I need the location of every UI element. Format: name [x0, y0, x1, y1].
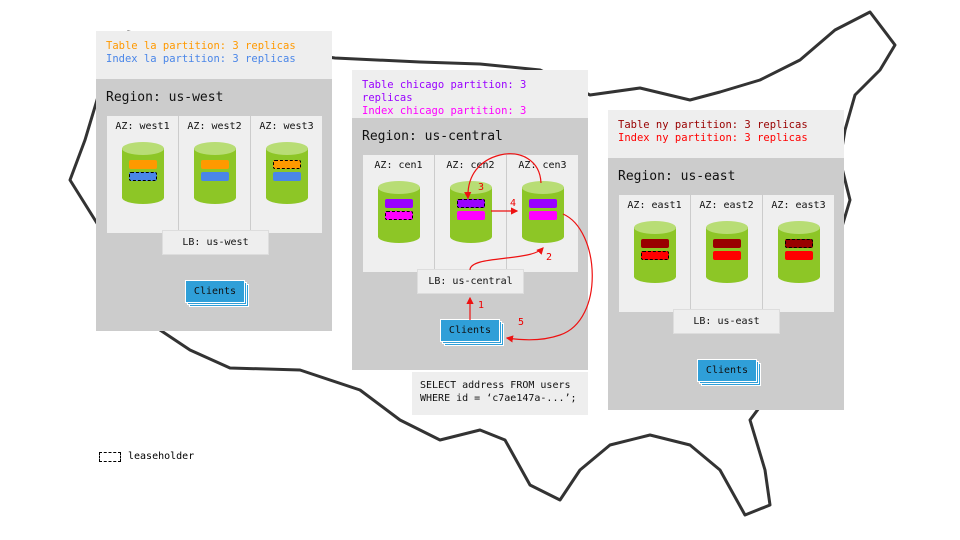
index-replica — [712, 251, 741, 260]
index-replica — [128, 172, 157, 181]
az-cen3: AZ: cen3 — [507, 155, 578, 272]
region-label: Region: us-west — [106, 90, 224, 105]
database-node-icon — [705, 221, 748, 283]
table-replica — [456, 199, 485, 208]
database-node-icon — [777, 221, 820, 283]
lb-label: LB: us-central — [428, 276, 513, 287]
az-west2: AZ: west2 — [179, 116, 251, 233]
az-cen2: AZ: cen2 — [435, 155, 507, 272]
index-replica — [272, 172, 301, 181]
table-partition-text: Table la partition: 3 replicas — [106, 40, 296, 52]
lb-label: LB: us-east — [693, 316, 760, 327]
step-label-2: 2 — [546, 252, 553, 263]
leaseholder-legend-swatch — [99, 452, 121, 462]
index-replica — [784, 251, 813, 260]
az-label: AZ: west3 — [259, 121, 314, 132]
table-partition-text: Table ny partition: 3 replicas — [618, 119, 808, 131]
step-label-3: 3 — [478, 182, 485, 193]
index-replica — [528, 211, 557, 220]
index-replica — [456, 211, 485, 220]
az-east1: AZ: east1 — [619, 195, 691, 312]
leaseholder-legend-label: leaseholder — [128, 451, 195, 462]
database-node-icon — [193, 142, 236, 204]
partition-header-west: Table la partition: 3 replicas Index la … — [96, 31, 332, 79]
index-replica — [200, 172, 229, 181]
table-replica — [528, 199, 557, 208]
table-partition-text: Table chicago partition: 3 replicas — [362, 79, 527, 104]
az-label: AZ: east3 — [771, 200, 826, 211]
step-label-1: 1 — [478, 300, 485, 311]
az-label: AZ: west1 — [115, 121, 170, 132]
sql-query-box: SELECT address FROM users WHERE id = ‘c7… — [412, 372, 588, 415]
clients-stack[interactable]: Clients — [185, 280, 249, 307]
az-west1: AZ: west1 — [107, 116, 179, 233]
database-node-icon — [521, 181, 564, 243]
region-label: Region: us-central — [362, 129, 503, 144]
partition-header-central: Table chicago partition: 3 replicas Inde… — [352, 70, 588, 130]
step-label-4: 4 — [510, 198, 517, 209]
index-partition-text: Index ny partition: 3 replicas — [618, 132, 808, 144]
database-node-icon — [121, 142, 164, 204]
clients-label: Clients — [193, 286, 237, 297]
region-west: Region: us-west AZ: west1 AZ: west2 AZ: … — [96, 79, 332, 331]
region-central: Region: us-central AZ: cen1 AZ: cen2 AZ:… — [352, 118, 588, 370]
database-node-icon — [633, 221, 676, 283]
az-cen1: AZ: cen1 — [363, 155, 435, 272]
lb-label: LB: us-west — [182, 237, 249, 248]
table-replica — [272, 160, 301, 169]
step-label-5: 5 — [518, 317, 525, 328]
table-replica — [712, 239, 741, 248]
clients-label: Clients — [705, 365, 749, 376]
table-replica — [384, 199, 413, 208]
index-replica — [640, 251, 669, 260]
load-balancer: LB: us-east — [673, 309, 780, 334]
az-container: AZ: east1 AZ: east2 AZ: east3 — [619, 195, 834, 312]
clients-stack[interactable]: Clients — [697, 359, 761, 386]
load-balancer: LB: us-central — [417, 269, 524, 294]
load-balancer: LB: us-west — [162, 230, 269, 255]
az-label: AZ: cen2 — [446, 160, 495, 171]
index-replica — [384, 211, 413, 220]
az-label: AZ: cen1 — [374, 160, 423, 171]
clients-stack[interactable]: Clients — [440, 319, 504, 346]
az-label: AZ: cen3 — [518, 160, 567, 171]
clients-label: Clients — [448, 325, 492, 336]
partition-header-east: Table ny partition: 3 replicas Index ny … — [608, 110, 844, 158]
az-container: AZ: west1 AZ: west2 AZ: west3 — [107, 116, 322, 233]
az-east2: AZ: east2 — [691, 195, 763, 312]
database-node-icon — [377, 181, 420, 243]
region-east: Region: us-east AZ: east1 AZ: east2 AZ: … — [608, 158, 844, 410]
table-replica — [200, 160, 229, 169]
sql-line-2: WHERE id = ‘c7ae147a-...’; — [420, 393, 577, 404]
az-east3: AZ: east3 — [763, 195, 834, 312]
index-partition-text: Index la partition: 3 replicas — [106, 53, 296, 65]
database-node-icon — [265, 142, 308, 204]
table-replica — [128, 160, 157, 169]
az-label: AZ: east1 — [627, 200, 682, 211]
region-label: Region: us-east — [618, 169, 736, 184]
az-label: AZ: west2 — [187, 121, 242, 132]
sql-line-1: SELECT address FROM users — [420, 380, 571, 391]
az-west3: AZ: west3 — [251, 116, 322, 233]
az-label: AZ: east2 — [699, 200, 754, 211]
database-node-icon — [449, 181, 492, 243]
table-replica — [640, 239, 669, 248]
table-replica — [784, 239, 813, 248]
